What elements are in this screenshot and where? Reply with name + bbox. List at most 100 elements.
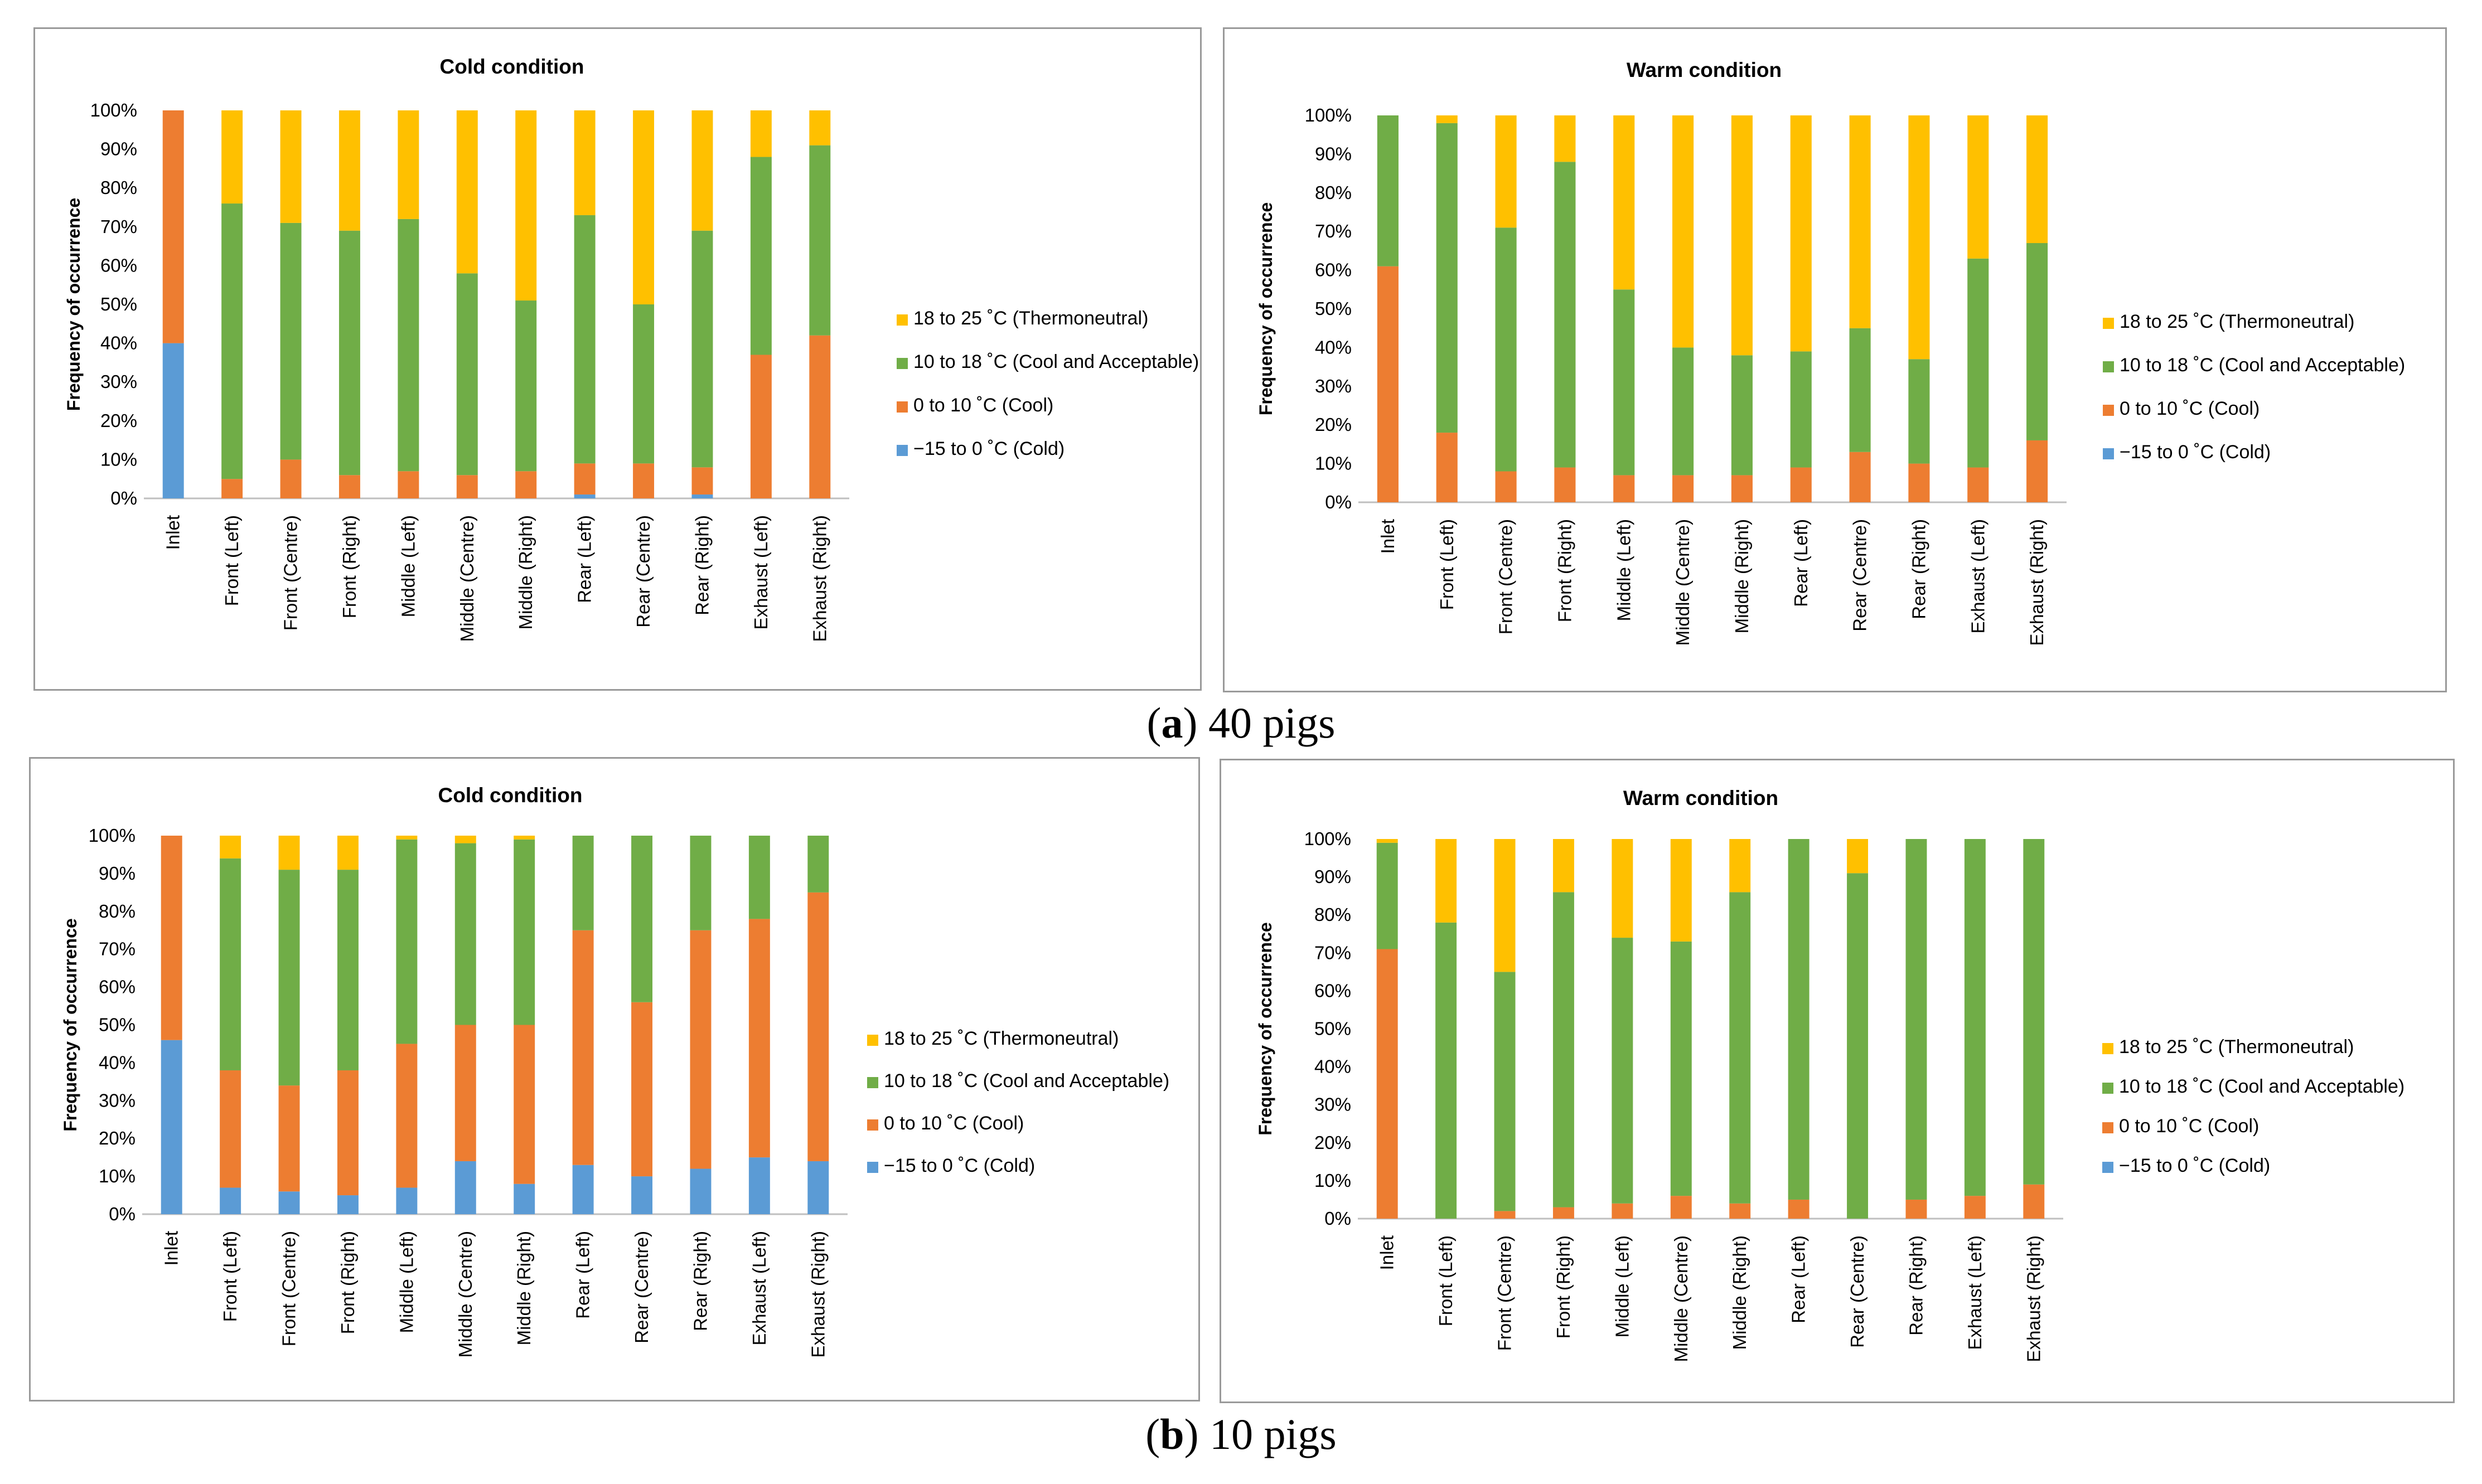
bar-segment	[574, 110, 596, 215]
bar-segment	[1849, 452, 1871, 502]
legend-label: 18 to 25 ˚C (Thermoneutral)	[2119, 1036, 2354, 1058]
bar-segment	[1612, 938, 1633, 1204]
bar-segment	[1849, 115, 1871, 328]
bar-segment	[1612, 1203, 1633, 1219]
bar-segment	[337, 836, 359, 870]
x-tick-label: Front (Left)	[1436, 519, 1457, 610]
y-tick-label: 50%	[99, 1015, 136, 1035]
x-tick-label: Middle (Centre)	[1672, 519, 1693, 646]
bar-segment	[1731, 475, 1753, 502]
bar-segment	[337, 1195, 359, 1214]
bar-segment	[1672, 347, 1694, 476]
bar-segment	[572, 836, 594, 930]
chart-a-warm: Warm condition Frequency of occurrence 0% 1…	[1223, 27, 2447, 692]
y-tick-label: 80%	[1315, 182, 1352, 203]
bar-segment	[514, 1184, 535, 1214]
bar-segment	[2023, 839, 2045, 1185]
y-tick-label: 70%	[1315, 221, 1352, 241]
chart-b-warm: Warm condition Frequency of occurrence 0% 1…	[1220, 759, 2455, 1403]
bar-segment	[1967, 115, 1989, 259]
chart-title: Warm condition	[1627, 59, 1782, 81]
y-tick-label: 100%	[1305, 105, 1352, 125]
x-tick-label: Rear (Right)	[691, 515, 712, 615]
bar-segment	[337, 1070, 359, 1196]
bar-segment	[456, 110, 478, 274]
bar-segment	[1377, 266, 1399, 502]
legend-label: −15 to 0 ˚C (Cold)	[2119, 1155, 2270, 1176]
chart-svg: Cold condition Frequency of occurrence 0% 1…	[64, 55, 1199, 642]
y-tick-label: 50%	[100, 294, 137, 314]
bar-segment	[750, 110, 772, 157]
bar-segment	[515, 300, 537, 472]
chart-svg: Cold condition Frequency of occurrence 0% 1…	[60, 784, 1169, 1357]
caption-a: (a) 40 pigs	[1146, 699, 1336, 747]
x-tick-label: Rear (Left)	[1788, 1235, 1809, 1323]
y-tick-label: 0%	[1325, 492, 1352, 512]
chart-b-cold: Cold condition Frequency of occurrence 0% 1…	[29, 757, 1200, 1401]
bar-segment	[1967, 467, 1989, 502]
chart-title: Cold condition	[438, 784, 583, 807]
legend-swatch	[897, 314, 908, 326]
y-tick-label: 40%	[1314, 1056, 1351, 1077]
bar-segment	[1552, 892, 1574, 1207]
bar-segment	[748, 919, 770, 1158]
y-tick-label: 90%	[1315, 143, 1352, 164]
bar-segment	[1552, 1207, 1574, 1219]
legend-swatch	[2103, 405, 2114, 416]
bar-segment	[1672, 115, 1694, 348]
bar-segment	[398, 471, 419, 498]
y-tick-label: 0%	[109, 1204, 136, 1224]
bar-segment	[1552, 839, 1574, 893]
x-tick-label: Rear (Right)	[1908, 519, 1929, 619]
y-tick-label: 40%	[100, 333, 137, 353]
bar-segment	[691, 110, 713, 231]
bar-segment	[1967, 258, 1989, 468]
legend-label: 18 to 25 ˚C (Thermoneutral)	[913, 308, 1148, 329]
x-tick-label: Middle (Centre)	[455, 1231, 476, 1357]
bar-segment	[278, 1085, 300, 1192]
y-tick-label: 90%	[99, 863, 136, 884]
bar-segment	[514, 1025, 535, 1184]
bar-segment	[691, 230, 713, 468]
y-axis-label: Frequency of occurrence	[64, 198, 84, 411]
legend-swatch	[897, 445, 908, 456]
bar-segment	[633, 463, 655, 498]
y-tick-label: 80%	[99, 901, 136, 922]
bar-segment	[1377, 115, 1399, 266]
bar-segment	[691, 494, 713, 498]
bar-segment	[278, 836, 300, 870]
y-tick-label: 100%	[1304, 828, 1351, 849]
legend-swatch	[867, 1119, 878, 1131]
y-tick-label: 50%	[1314, 1019, 1351, 1039]
bar-segment	[514, 836, 535, 840]
y-tick-label: 30%	[1315, 376, 1352, 396]
x-tick-label: Rear (Right)	[1905, 1235, 1926, 1336]
x-tick-label: Rear (Left)	[574, 515, 595, 603]
y-tick-label: 20%	[100, 410, 137, 431]
x-tick-label: Middle (Left)	[1613, 519, 1634, 621]
bar-segment	[1435, 922, 1457, 1219]
bar-segment	[454, 836, 476, 843]
x-tick-label: Front (Centre)	[1494, 1235, 1515, 1351]
bar-segment	[691, 467, 713, 495]
x-tick-label: Front (Right)	[1553, 1235, 1574, 1338]
y-tick-label: 90%	[1314, 866, 1351, 887]
x-tick-label: Rear (Centre)	[1850, 519, 1870, 632]
legend-label: −15 to 0 ˚C (Cold)	[2120, 442, 2271, 463]
bar-segment	[161, 836, 182, 1040]
x-tick-label: Front (Centre)	[279, 1231, 299, 1346]
bar-segment	[1494, 972, 1516, 1211]
bar-segment	[574, 215, 596, 464]
bar-segment	[690, 930, 712, 1169]
legend-swatch	[897, 401, 908, 413]
legend-label: 10 to 18 ˚C (Cool and Acceptable)	[2120, 355, 2405, 376]
bar-segment	[1554, 115, 1576, 162]
bar-segment	[280, 222, 302, 460]
x-tick-label: Rear (Centre)	[631, 1231, 652, 1344]
y-tick-label: 30%	[1314, 1094, 1351, 1115]
bar-segment	[633, 304, 655, 464]
bar-segment	[1670, 941, 1692, 1196]
bar-segment	[514, 839, 535, 1025]
bar-segment	[338, 230, 360, 476]
x-tick-label: Front (Left)	[220, 1231, 240, 1322]
